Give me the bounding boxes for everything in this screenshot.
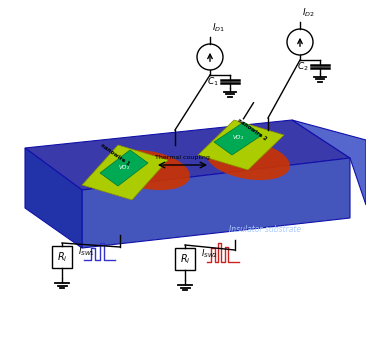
Text: $I_{SW2}$: $I_{SW2}$: [201, 248, 218, 260]
Bar: [175, 248, 195, 270]
Text: $C_2$: $C_2$: [297, 61, 309, 73]
Text: $R_i$: $R_i$: [180, 252, 190, 266]
Text: $VO_2$: $VO_2$: [118, 163, 130, 173]
Text: $I_{D1}$: $I_{D1}$: [212, 21, 225, 34]
Text: $I_{D2}$: $I_{D2}$: [302, 7, 315, 19]
Polygon shape: [25, 120, 350, 190]
Text: $I_{SW1}$: $I_{SW1}$: [78, 246, 95, 259]
Polygon shape: [82, 145, 168, 200]
Text: nanowire 1: nanowire 1: [100, 143, 131, 167]
Bar: [52, 246, 72, 268]
Ellipse shape: [106, 150, 190, 190]
Polygon shape: [82, 158, 350, 248]
Text: nanowire 2: nanowire 2: [236, 118, 268, 142]
Text: $VO_2$: $VO_2$: [232, 134, 244, 142]
Polygon shape: [198, 120, 284, 170]
Polygon shape: [292, 120, 366, 205]
Polygon shape: [100, 150, 148, 186]
Text: Insulator substrate: Insulator substrate: [229, 225, 301, 234]
Text: $R_i$: $R_i$: [57, 250, 67, 264]
Ellipse shape: [206, 140, 290, 180]
Text: Thermal coupling: Thermal coupling: [154, 155, 209, 160]
Polygon shape: [214, 122, 262, 155]
Polygon shape: [25, 148, 82, 248]
Text: $C_1$: $C_1$: [207, 76, 219, 88]
